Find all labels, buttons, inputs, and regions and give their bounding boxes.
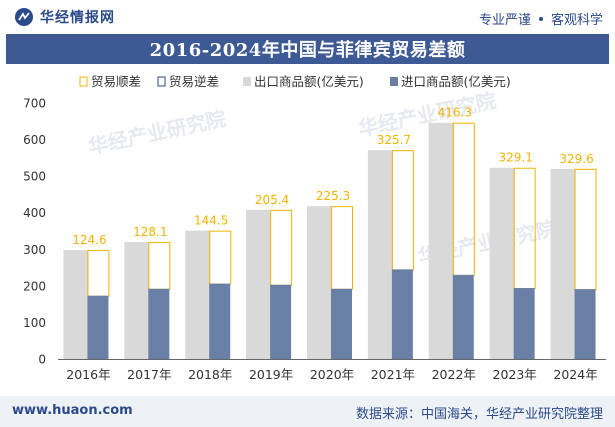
legend-swatch xyxy=(157,76,166,87)
import-bar xyxy=(391,269,413,359)
export-bar xyxy=(124,241,150,359)
import-bar xyxy=(270,284,292,359)
x-tick-label: 2017年 xyxy=(127,367,171,382)
y-tick-label: 100 xyxy=(23,316,46,330)
y-tick-label: 200 xyxy=(23,279,46,293)
surplus-value-label: 128.1 xyxy=(133,225,167,239)
surplus-value-label: 325.7 xyxy=(377,133,411,147)
tagline-left: 专业严谨 xyxy=(478,13,531,28)
y-tick-label: 0 xyxy=(38,353,46,367)
legend-label: 进口商品额(亿美元) xyxy=(401,74,511,89)
x-tick-label: 2020年 xyxy=(310,367,354,382)
x-tick-label: 2022年 xyxy=(432,367,476,382)
brand-logo-icon xyxy=(15,8,33,26)
legend-label: 贸易顺差 xyxy=(91,74,141,89)
export-bar xyxy=(246,209,272,359)
surplus-value-label: 124.6 xyxy=(72,233,106,247)
legend-swatch xyxy=(390,77,398,86)
import-bar xyxy=(513,288,535,359)
export-bar xyxy=(489,167,515,359)
y-tick-label: 300 xyxy=(23,243,46,257)
import-bar xyxy=(574,289,596,359)
x-tick-label: 2016年 xyxy=(66,367,110,382)
x-tick-label: 2021年 xyxy=(371,367,415,382)
y-tick-label: 400 xyxy=(23,206,46,220)
export-bar xyxy=(307,206,332,359)
surplus-value-label: 329.6 xyxy=(559,152,593,166)
import-bar xyxy=(87,295,109,359)
export-bar xyxy=(185,230,211,359)
legend-label: 贸易逆差 xyxy=(169,74,219,89)
surplus-bar xyxy=(209,230,232,285)
footer-source: 数据来源：中国海关，华经产业研究院整理 xyxy=(355,407,603,422)
export-bar xyxy=(428,122,454,360)
export-bar xyxy=(550,168,576,359)
surplus-bar xyxy=(87,250,110,297)
surplus-bar xyxy=(574,168,597,291)
surplus-value-label: 329.1 xyxy=(498,151,532,165)
surplus-bar xyxy=(331,206,353,290)
legend-label: 出口商品额(亿美元) xyxy=(254,74,364,89)
brand-name: 华经情报网 xyxy=(40,10,115,26)
x-tick-label: 2024年 xyxy=(553,367,597,382)
footer: www.huaon.com 数据来源：中国海关，华经产业研究院整理 xyxy=(0,396,615,427)
surplus-value-label: 225.3 xyxy=(316,189,350,203)
tagline-right: 客观科学 xyxy=(550,13,603,28)
title-bar: 2016-2024年中国与菲律宾贸易差额 xyxy=(6,34,609,64)
surplus-value-label: 416.3 xyxy=(438,106,472,120)
import-bar xyxy=(452,274,474,359)
x-tick-label: 2019年 xyxy=(249,367,293,382)
surplus-bar xyxy=(391,150,414,271)
surplus-bar xyxy=(270,209,293,286)
y-tick-label: 700 xyxy=(23,97,46,111)
legend-swatch xyxy=(243,77,251,86)
watermark-text: 华经产业研究院 xyxy=(86,106,228,159)
top-bar: 华经情报网 专业严谨 客观科学 xyxy=(0,0,615,34)
surplus-bar xyxy=(148,241,171,290)
x-tick-label: 2023年 xyxy=(493,367,537,382)
tagline: 专业严谨 客观科学 xyxy=(479,9,603,28)
export-bar xyxy=(63,250,89,359)
export-bar xyxy=(367,150,393,359)
brand: 华经情报网 xyxy=(14,7,115,27)
surplus-value-label: 205.4 xyxy=(255,193,289,207)
import-bar xyxy=(209,283,231,359)
import-bar xyxy=(331,288,352,359)
surplus-value-label: 144.5 xyxy=(194,214,228,228)
y-tick-label: 600 xyxy=(23,133,46,147)
import-bar xyxy=(148,288,170,359)
separator-dot-icon xyxy=(538,16,543,21)
footer-url: www.huaon.com xyxy=(12,403,133,418)
chart-title: 2016-2024年中国与菲律宾贸易差额 xyxy=(149,40,466,61)
legend-swatch xyxy=(79,76,88,87)
y-tick-label: 500 xyxy=(23,170,46,184)
x-tick-label: 2018年 xyxy=(188,367,232,382)
